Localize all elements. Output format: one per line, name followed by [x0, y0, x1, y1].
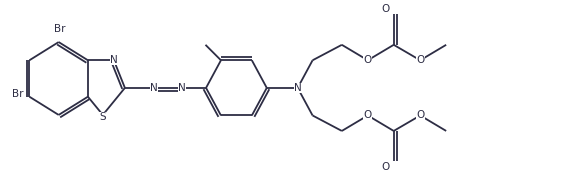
Text: S: S — [99, 112, 106, 122]
Text: O: O — [416, 111, 424, 120]
Text: N: N — [294, 83, 302, 93]
Text: Br: Br — [54, 24, 66, 34]
Text: O: O — [381, 162, 390, 172]
Text: N: N — [150, 83, 158, 93]
Text: O: O — [364, 111, 372, 120]
Text: O: O — [381, 4, 390, 14]
Text: N: N — [110, 55, 118, 65]
Text: O: O — [416, 55, 424, 65]
Text: O: O — [364, 55, 372, 65]
Text: Br: Br — [12, 89, 23, 99]
Text: N: N — [178, 83, 185, 93]
